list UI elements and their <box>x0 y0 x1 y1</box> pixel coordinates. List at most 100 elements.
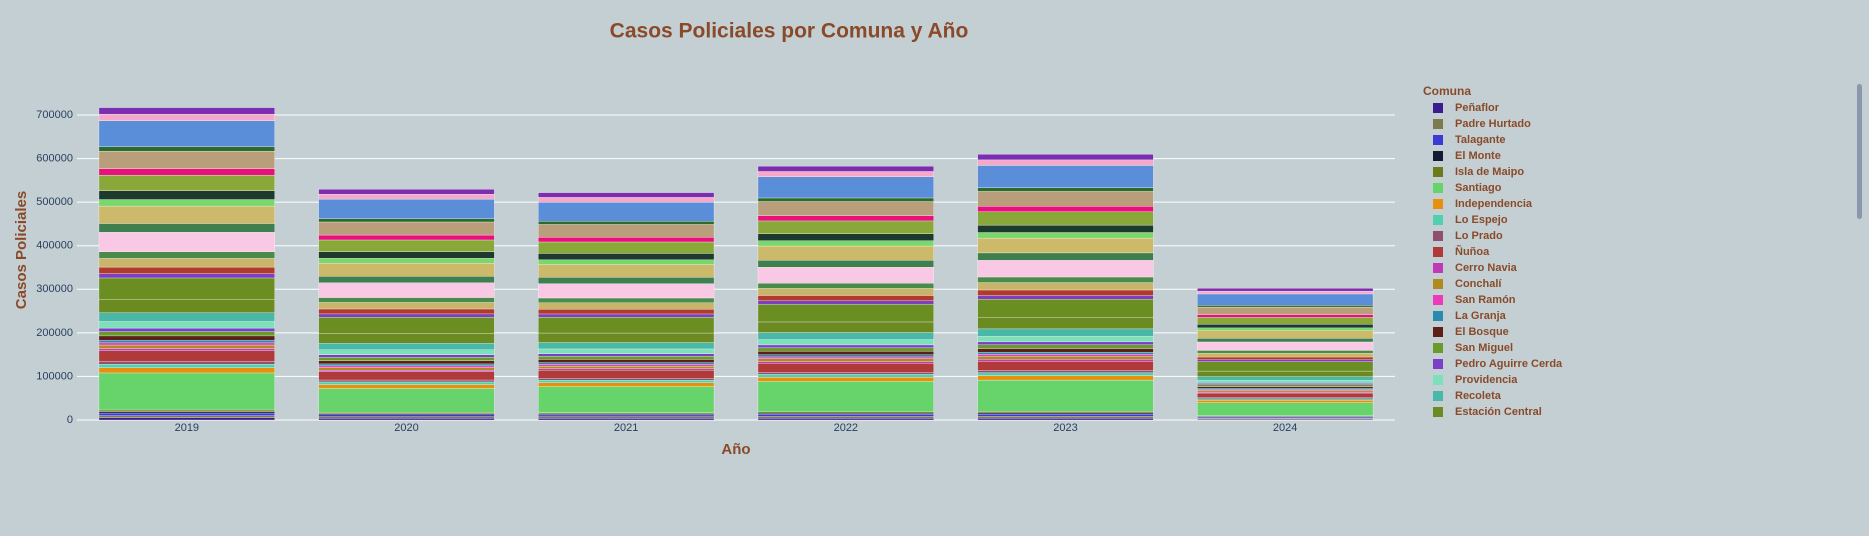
bar-segment <box>977 361 1154 371</box>
bar-segment <box>977 341 1154 345</box>
bar-segment <box>757 166 934 172</box>
bar-segment <box>977 375 1154 381</box>
bar-segment <box>318 379 495 383</box>
bar-segment <box>318 354 495 358</box>
legend-swatch <box>1433 375 1443 385</box>
bar-segment <box>757 358 934 362</box>
bar-segment <box>538 192 715 198</box>
bar-segment <box>1197 306 1374 315</box>
bar-segment <box>538 302 715 310</box>
bar-segment <box>98 344 275 349</box>
legend-swatch <box>1433 359 1443 369</box>
bar-segment <box>757 411 934 414</box>
bar-segment <box>757 363 934 373</box>
bar-segment <box>757 344 934 348</box>
scrollbar[interactable] <box>1857 84 1862 219</box>
legend-label: El Bosque <box>1455 326 1509 338</box>
bar-segment <box>98 113 275 121</box>
bar-segment <box>538 202 715 222</box>
bar-segment <box>318 198 495 219</box>
bar-segment <box>538 378 715 381</box>
legend-label: Ñuñoa <box>1455 245 1490 258</box>
bar-segment <box>1197 359 1374 362</box>
bar-segment <box>318 357 495 361</box>
bar-segment <box>977 370 1154 373</box>
bar-segment <box>98 335 275 341</box>
bar-segment <box>1197 341 1374 351</box>
bar-segment <box>977 379 1154 412</box>
bar-segment <box>318 416 495 419</box>
bar-segment <box>757 259 934 268</box>
bar-segment <box>98 409 275 412</box>
y-tick-label: 600000 <box>36 152 73 164</box>
bar-segment <box>98 266 275 274</box>
bar-segment <box>538 348 715 354</box>
bar-segment <box>757 339 934 346</box>
bar-segment <box>977 224 1154 233</box>
bar-segment <box>98 415 275 418</box>
bar-segment <box>318 297 495 303</box>
bar-segment <box>1197 327 1374 331</box>
legend-swatch <box>1433 231 1443 241</box>
bar-segment <box>538 309 715 315</box>
bar-segment <box>1197 386 1374 389</box>
bar-segment <box>538 356 715 360</box>
bar-segment <box>98 107 275 115</box>
bar-segment <box>977 354 1154 357</box>
bar-segment <box>98 417 275 421</box>
bar-segment <box>757 416 934 419</box>
bar-segment <box>98 361 275 365</box>
x-tick-label: 2024 <box>1273 422 1297 434</box>
bar-segment <box>98 350 275 362</box>
bar-segment <box>538 332 715 343</box>
bar-segment <box>757 267 934 284</box>
bar-segment <box>98 146 275 152</box>
bar-segment <box>538 362 715 365</box>
bar-segment <box>757 351 934 355</box>
bar-segment <box>757 304 934 323</box>
bar-segment <box>757 197 934 202</box>
x-tick-label: 2020 <box>394 422 418 434</box>
bar-segment <box>1197 370 1374 377</box>
legend-label: Lo Prado <box>1455 230 1503 242</box>
bar-segment <box>318 413 495 415</box>
bar-segment <box>318 218 495 223</box>
bar-segment <box>977 276 1154 283</box>
bar-segment <box>1197 397 1374 400</box>
y-axis-title: Casos Policiales <box>13 191 30 309</box>
bar-segment <box>977 154 1154 161</box>
bar-segment <box>318 308 495 315</box>
bar-segment <box>318 371 495 381</box>
bar-segment <box>538 416 715 419</box>
bar-segment <box>1197 400 1374 403</box>
bar-segment <box>1197 376 1374 381</box>
bar-segment <box>757 332 934 340</box>
legend-label: El Monte <box>1455 150 1501 162</box>
bar-segment <box>1197 416 1374 419</box>
bar-segment <box>1197 290 1374 295</box>
legend-label: Talagante <box>1455 134 1506 146</box>
bar-segment <box>977 411 1154 414</box>
bar-segment <box>1197 350 1374 354</box>
bar-segment <box>98 327 275 332</box>
bar-segment <box>98 367 275 374</box>
y-tick-label: 200000 <box>36 327 73 339</box>
bar-segment <box>757 300 934 305</box>
bar-segment <box>98 251 275 259</box>
bar-segment <box>977 191 1154 207</box>
bar-segment <box>98 411 275 414</box>
bar-segment <box>757 381 934 413</box>
bar-segment <box>977 328 1154 337</box>
bar-segment <box>318 363 495 367</box>
bar-segment <box>1197 361 1374 372</box>
bar-segment <box>538 380 715 383</box>
bar-segment <box>538 412 715 415</box>
bar-segment <box>98 151 275 169</box>
bar-segment <box>98 205 275 224</box>
bar-segment <box>318 317 495 334</box>
bar-segment <box>98 312 275 322</box>
bar-segment <box>757 171 934 177</box>
bar-segment <box>977 299 1154 318</box>
bar-segment <box>757 347 934 352</box>
bar-segment <box>538 264 715 278</box>
